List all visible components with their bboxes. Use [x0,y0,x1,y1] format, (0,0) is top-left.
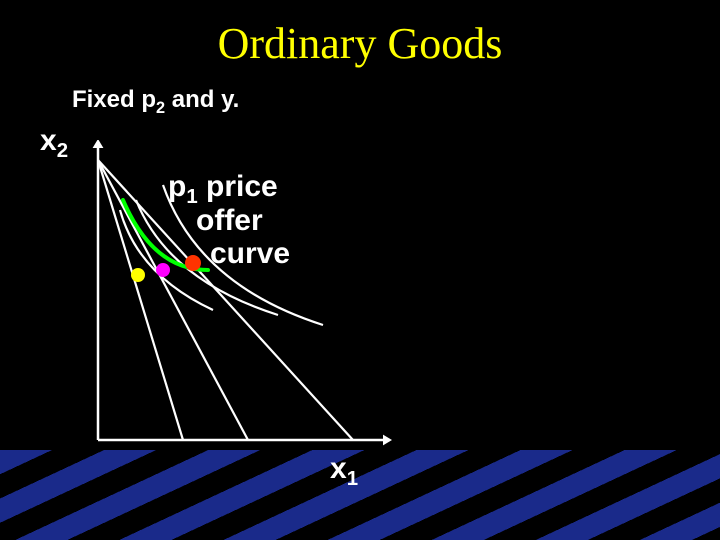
xlabel-main: x [330,452,347,485]
subtitle-sub: 2 [156,99,165,117]
economics-chart [78,140,398,450]
ylabel-sub: 2 [57,140,68,162]
y-axis-label: x2 [40,124,68,158]
indifference-curves [120,185,323,325]
slide-title: Ordinary Goods [0,18,720,69]
x-axis-label: x1 [330,452,358,486]
xlabel-sub: 1 [347,468,358,490]
ylabel-main: x [40,124,57,157]
subtitle-post: and y. [165,86,239,113]
subtitle: Fixed p2 and y. [72,86,239,114]
decorative-stripes [0,450,720,540]
subtitle-pre: Fixed p [72,86,156,113]
